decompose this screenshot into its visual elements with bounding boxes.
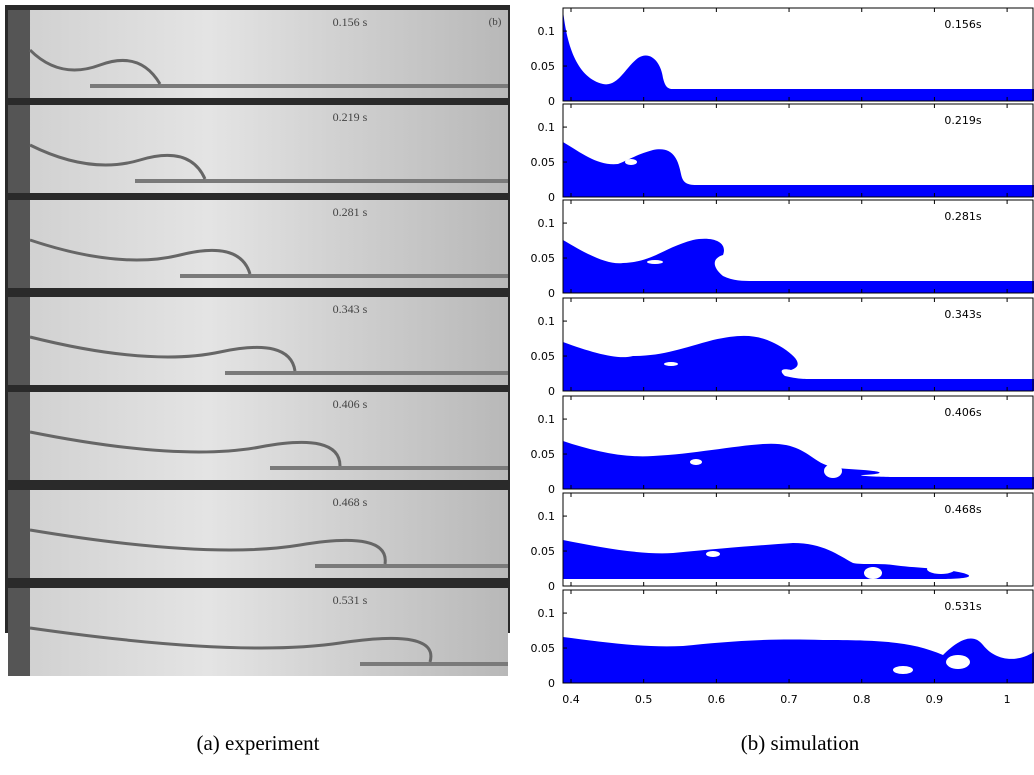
- figure: 0.156 s 0.219 s 0.281 s 0.343 s 0.406 s 0.468…: [0, 0, 1034, 775]
- fluid: [563, 540, 1034, 586]
- water-layer: [270, 466, 508, 470]
- time-label: 0.531s: [944, 600, 981, 613]
- y-tick-label: 0.05: [531, 156, 556, 169]
- y-tick-label: 0: [548, 95, 555, 108]
- time-label: 0.468 s: [333, 495, 368, 509]
- y-tick-label: 0: [548, 287, 555, 300]
- y-tick-label: 0.05: [531, 252, 556, 265]
- fluid: [563, 441, 1034, 489]
- y-tick-label: 0: [548, 580, 555, 593]
- caption: (a) experiment: [196, 731, 319, 755]
- y-tick-label: 0.1: [538, 315, 556, 328]
- y-tick-label: 0: [548, 385, 555, 398]
- time-label: 0.343 s: [333, 302, 368, 316]
- y-tick-label: 0.05: [531, 545, 556, 558]
- x-tick-label: 0.8: [853, 693, 871, 706]
- water-layer: [135, 179, 508, 183]
- x-tick-label: 0.6: [708, 693, 726, 706]
- time-label: 0.281s: [944, 210, 981, 223]
- water-layer: [225, 371, 508, 375]
- wall: [8, 392, 30, 480]
- y-tick-label: 0.05: [531, 642, 556, 655]
- y-tick-label: 0: [548, 191, 555, 204]
- time-label: 0.406s: [944, 406, 981, 419]
- caption: (b) simulation: [741, 731, 860, 755]
- y-tick-label: 0.1: [538, 413, 556, 426]
- y-tick-label: 0: [548, 483, 555, 496]
- wall: [8, 200, 30, 288]
- x-tick-label: 0.7: [780, 693, 798, 706]
- panel-label: (b): [489, 16, 502, 28]
- experiment-photos: 0.156 s 0.219 s 0.281 s 0.343 s 0.406 s 0.468…: [8, 10, 508, 676]
- y-tick-label: 0.1: [538, 217, 556, 230]
- water-layer: [360, 662, 508, 666]
- y-tick-label: 0.1: [538, 607, 556, 620]
- x-tick-label: 0.4: [562, 693, 580, 706]
- y-tick-label: 0.05: [531, 350, 556, 363]
- x-tick-label: 0.5: [635, 693, 653, 706]
- fluid: [563, 142, 1034, 197]
- wall: [8, 490, 30, 578]
- time-label: 0.219 s: [333, 110, 368, 124]
- y-tick-label: 0: [548, 677, 555, 690]
- fluid: [563, 336, 1034, 391]
- time-label: 0.531 s: [333, 593, 368, 607]
- water-layer: [315, 564, 508, 568]
- wall: [8, 297, 30, 385]
- simulation-fluids: [563, 10, 1034, 683]
- time-label: 0.406 s: [333, 397, 368, 411]
- water-layer: [180, 274, 508, 278]
- fluid: [563, 637, 1034, 683]
- time-label: 0.156s: [944, 18, 981, 31]
- y-tick-label: 0.1: [538, 510, 556, 523]
- time-label: 0.343s: [944, 308, 981, 321]
- time-label: 0.156 s: [333, 15, 368, 29]
- y-tick-label: 0.05: [531, 60, 556, 73]
- time-label: 0.468s: [944, 503, 981, 516]
- water-layer: [90, 84, 508, 88]
- wall: [8, 105, 30, 193]
- fluid: [563, 239, 1034, 293]
- y-tick-label: 0.1: [538, 25, 556, 38]
- time-label: 0.281 s: [333, 205, 368, 219]
- x-tick-label: 1: [1004, 693, 1011, 706]
- wall: [8, 588, 30, 676]
- y-tick-label: 0.05: [531, 448, 556, 461]
- x-tick-label: 0.9: [926, 693, 944, 706]
- wall: [8, 10, 30, 98]
- time-label: 0.219s: [944, 114, 981, 127]
- y-tick-label: 0.1: [538, 121, 556, 134]
